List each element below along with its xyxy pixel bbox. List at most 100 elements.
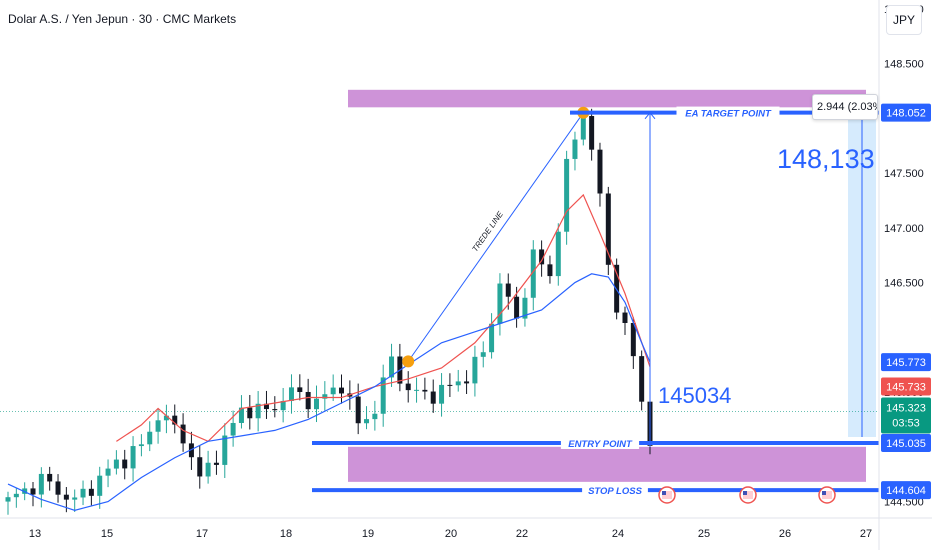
candle-body bbox=[63, 494, 69, 500]
time-axis-bg bbox=[0, 518, 932, 550]
entry-zone bbox=[348, 446, 866, 482]
candle-body bbox=[564, 158, 570, 232]
candle-body bbox=[197, 457, 203, 477]
candle-body bbox=[272, 409, 278, 411]
countdown-text: 03:53 bbox=[892, 417, 920, 429]
candle-body bbox=[622, 312, 628, 323]
candle-body bbox=[38, 473, 44, 495]
level-label: EA TARGET POINT bbox=[685, 109, 772, 120]
candle-body bbox=[580, 116, 586, 140]
x-tick-label: 15 bbox=[101, 528, 113, 540]
entry-price-tag-text: 145.035 bbox=[886, 438, 926, 450]
x-tick-label: 18 bbox=[280, 528, 292, 540]
level-label-bg bbox=[676, 106, 780, 119]
candle-body bbox=[297, 387, 303, 392]
x-tick-label: 17 bbox=[196, 528, 208, 540]
candle-body bbox=[72, 497, 78, 500]
candle-body bbox=[222, 435, 228, 465]
event-flag-icon-canton bbox=[822, 491, 826, 495]
currency-button[interactable]: JPY bbox=[886, 5, 922, 35]
candle-body bbox=[88, 488, 94, 496]
candle-body bbox=[572, 139, 578, 159]
level-label-bg bbox=[560, 436, 640, 449]
target-big-label: 148,133 bbox=[777, 144, 875, 174]
candle-body bbox=[439, 384, 445, 404]
candle-body bbox=[172, 415, 178, 425]
candle-body bbox=[313, 398, 319, 410]
level-label: ENTRY POINT bbox=[568, 439, 633, 450]
candle-body bbox=[505, 283, 511, 297]
event-flag-icon-canton bbox=[662, 491, 666, 495]
ma-blue-price-tag-text: 145.773 bbox=[886, 357, 926, 369]
candle-body bbox=[430, 391, 436, 404]
candle-body bbox=[230, 422, 236, 436]
candle-body bbox=[389, 356, 395, 378]
candle-body bbox=[205, 462, 211, 477]
candle-body bbox=[355, 396, 361, 424]
candle-body bbox=[480, 352, 486, 357]
candle-body bbox=[522, 297, 528, 319]
candle-body bbox=[13, 493, 19, 498]
y-tick-label: 148.500 bbox=[884, 59, 924, 71]
candle-body bbox=[5, 497, 11, 502]
candle-body bbox=[263, 403, 269, 410]
candle-body bbox=[372, 413, 378, 420]
event-flag-icon-fill bbox=[743, 491, 753, 499]
target-zone bbox=[348, 89, 866, 108]
x-tick-label: 26 bbox=[779, 528, 791, 540]
candle-body bbox=[180, 424, 186, 444]
candle-body bbox=[514, 296, 520, 319]
x-tick-label: 27 bbox=[860, 528, 872, 540]
candle-body bbox=[447, 384, 453, 386]
level-label: STOP LOSS bbox=[588, 486, 643, 497]
entry-price-tag bbox=[881, 433, 931, 452]
candle-body bbox=[47, 473, 53, 482]
target-price-tag bbox=[881, 103, 931, 122]
price-axis-bg bbox=[879, 0, 932, 550]
trend-line bbox=[407, 112, 584, 362]
candle-body bbox=[55, 481, 61, 495]
candle-body bbox=[147, 431, 153, 445]
level-label-bg bbox=[582, 484, 648, 497]
chart-title: Dolar A.S. / Yen Jepun · 30 · CMC Market… bbox=[8, 12, 237, 26]
candle-body bbox=[464, 381, 470, 384]
candle-body bbox=[380, 377, 386, 414]
candle-body bbox=[188, 443, 194, 458]
candle-body bbox=[597, 149, 603, 194]
y-tick-label: 147.000 bbox=[884, 223, 924, 235]
candle-body bbox=[405, 383, 411, 391]
x-tick-label: 20 bbox=[445, 528, 457, 540]
candle-body bbox=[547, 264, 553, 277]
candle-body bbox=[555, 231, 561, 277]
x-tick-label: 24 bbox=[612, 528, 624, 540]
candle-body bbox=[339, 387, 345, 394]
candle-body bbox=[472, 356, 478, 384]
event-flag-icon-fill bbox=[822, 491, 832, 499]
candle-body bbox=[639, 356, 645, 402]
x-tick-label: 13 bbox=[29, 528, 41, 540]
candle-body bbox=[530, 249, 536, 298]
candle-body bbox=[589, 116, 595, 150]
y-tick-label: 144.500 bbox=[884, 497, 924, 509]
ma-blue-price-tag bbox=[881, 353, 931, 372]
candle-body bbox=[138, 444, 144, 447]
y-tick-label: 147.500 bbox=[884, 168, 924, 180]
candle-body bbox=[122, 459, 128, 469]
candle-body bbox=[489, 323, 495, 353]
candle-body bbox=[455, 381, 461, 386]
candle-body bbox=[80, 488, 86, 498]
candle-body bbox=[30, 488, 36, 495]
candle-body bbox=[163, 415, 169, 421]
stop-price-tag bbox=[881, 481, 931, 500]
candle-body bbox=[97, 475, 103, 496]
candle-body bbox=[364, 419, 370, 424]
ma-red-price-tag bbox=[881, 377, 931, 396]
stop-price-tag-text: 144.604 bbox=[886, 485, 926, 497]
candle-body bbox=[605, 193, 611, 265]
candle-body bbox=[113, 459, 119, 469]
event-flag-icon-fill bbox=[662, 491, 672, 499]
candle-body bbox=[130, 446, 136, 469]
candle-body bbox=[539, 249, 545, 265]
candle-body bbox=[630, 322, 636, 357]
